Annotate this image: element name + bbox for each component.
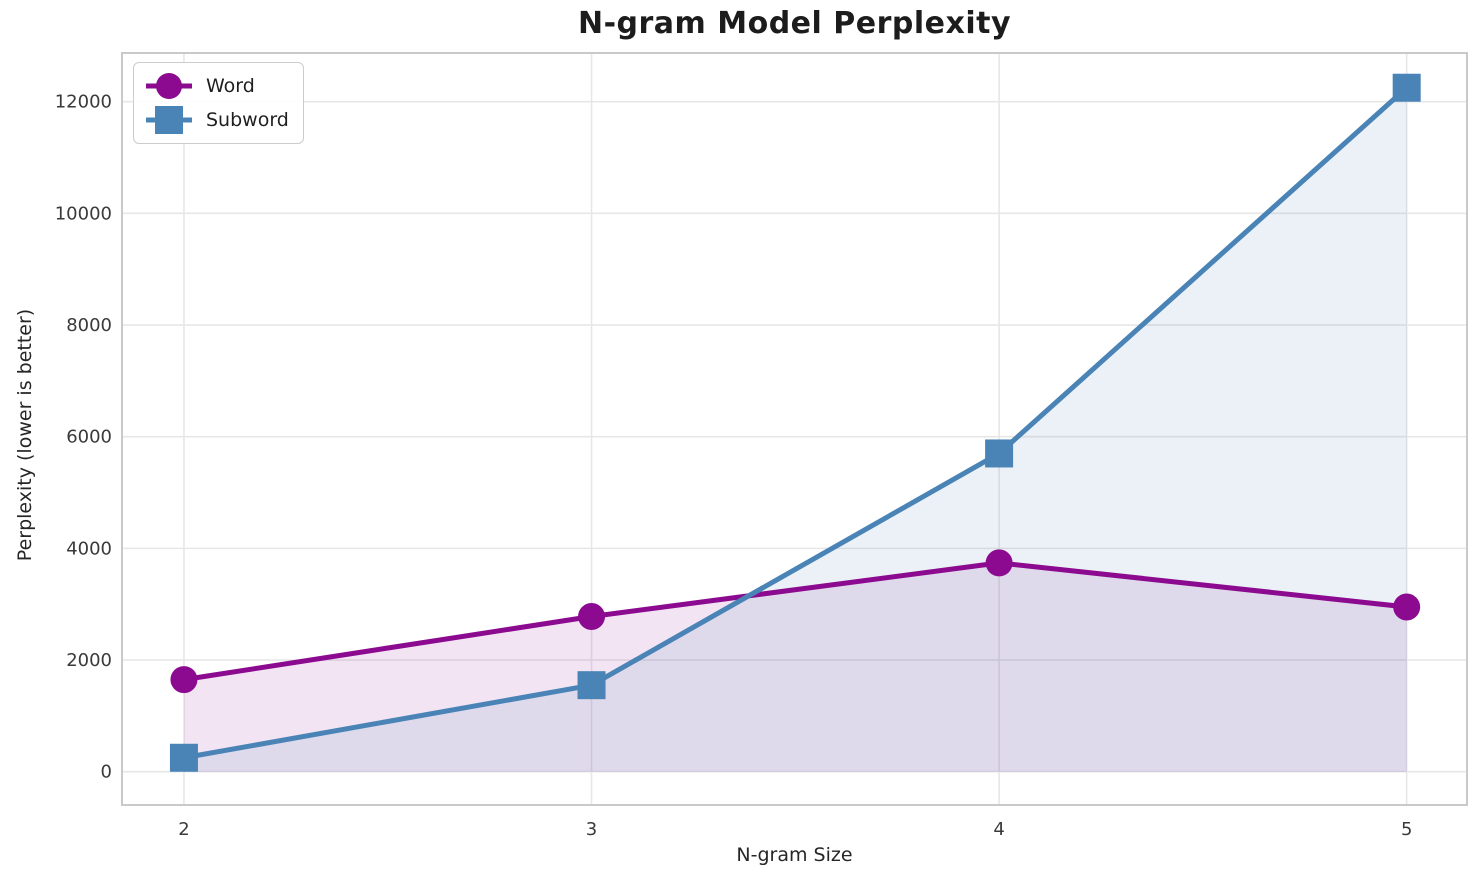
plot-border: [121, 52, 1468, 806]
subword-marker: [1392, 73, 1421, 102]
x-tick-label: 4: [993, 819, 1004, 840]
subword-area-fill: [183, 87, 1407, 772]
legend-item-word: Word: [144, 71, 289, 101]
y-tick-label: 12000: [55, 92, 112, 113]
word-marker-sample-icon: [146, 73, 192, 99]
subword-marker: [985, 439, 1014, 468]
subword-marker: [577, 671, 606, 700]
y-tick-label: 0: [101, 762, 112, 783]
y-tick-label: 4000: [66, 538, 112, 559]
y-tick-label: 8000: [66, 315, 112, 336]
legend-label-subword: Subword: [206, 109, 289, 131]
word-marker: [170, 666, 198, 694]
x-axis-label: N-gram Size: [736, 844, 853, 866]
word-marker: [1393, 593, 1421, 621]
y-tick-label: 10000: [55, 203, 112, 224]
y-tick-label: 6000: [66, 427, 112, 448]
word-marker: [985, 549, 1013, 577]
word-marker: [578, 602, 606, 630]
x-tick-label: 5: [1401, 819, 1412, 840]
subword-marker: [169, 743, 198, 772]
x-tick-label: 2: [178, 819, 189, 840]
x-tick-label: 3: [586, 819, 597, 840]
subword-marker-sample-icon: [146, 106, 192, 134]
legend-label-word: Word: [206, 75, 255, 97]
y-axis-label: Perplexity (lower is better): [14, 308, 36, 562]
legend-item-subword: Subword: [144, 105, 289, 135]
legend: Word Subword: [133, 62, 304, 144]
word-line: [181, 560, 1410, 683]
chart-title: N-gram Model Perplexity: [577, 6, 1012, 41]
word-area-fill: [183, 562, 1407, 772]
subword-line: [181, 85, 1410, 761]
y-tick-label: 2000: [66, 650, 112, 671]
